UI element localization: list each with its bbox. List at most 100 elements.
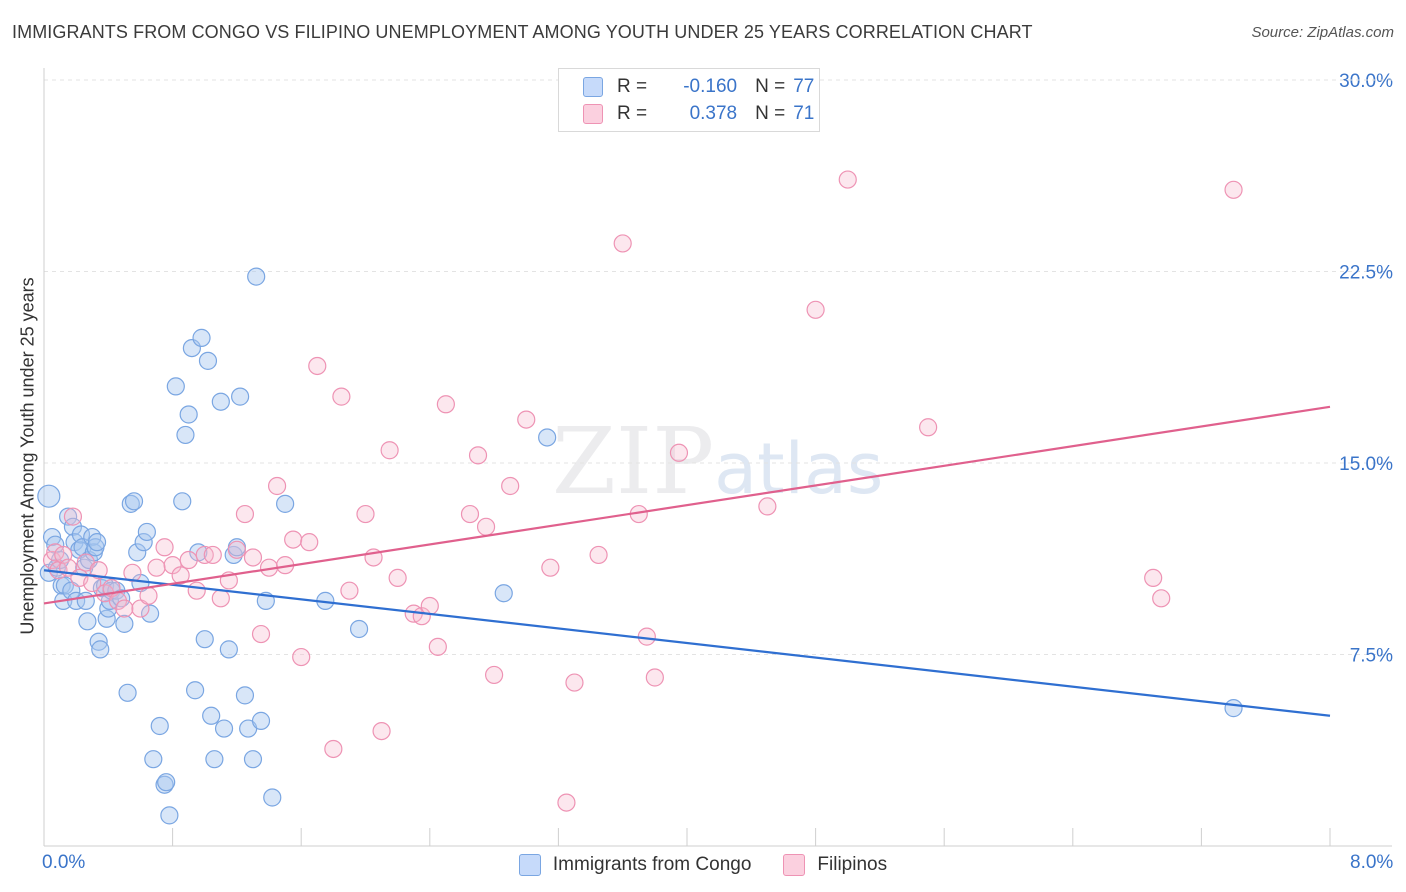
n-label: N = — [755, 103, 785, 125]
legend-item-congo[interactable]: Immigrants from Congo — [519, 854, 752, 876]
congo-point — [212, 393, 229, 410]
correlation-legend: R = -0.160 N = 77 R = 0.378 N = 71 — [558, 68, 820, 132]
congo-point — [151, 717, 168, 734]
filipino-point — [646, 669, 663, 686]
n-value: 77 — [793, 76, 814, 98]
congo-point — [236, 687, 253, 704]
filipino-point — [1145, 569, 1162, 586]
r-label: R = — [617, 76, 647, 98]
series-legend: Immigrants from Congo Filipinos — [0, 852, 1406, 878]
filipino-point — [293, 649, 310, 666]
filipino-point — [518, 411, 535, 428]
filipino-point — [421, 597, 438, 614]
scatter-chart: 7.5% 15.0% 22.5% 30.0% — [0, 0, 1406, 892]
congo-point — [248, 268, 265, 285]
congo-point — [138, 523, 155, 540]
filipino-point — [478, 518, 495, 535]
filipino-point — [502, 477, 519, 494]
congo-point — [196, 631, 213, 648]
filipino-point — [301, 534, 318, 551]
congo-point — [264, 789, 281, 806]
filipino-point — [807, 301, 824, 318]
congo-point — [167, 378, 184, 395]
congo-point — [126, 493, 143, 510]
legend-item-filipinos[interactable]: Filipinos — [783, 854, 887, 876]
filipino-point — [341, 582, 358, 599]
filipino-point — [236, 506, 253, 523]
filipino-point — [486, 666, 503, 683]
congo-point — [89, 534, 106, 551]
filipino-point — [357, 506, 374, 523]
congo-point — [174, 493, 191, 510]
filipino-point — [558, 794, 575, 811]
filipino-point — [180, 552, 197, 569]
filipino-point — [285, 531, 302, 548]
congo-point — [161, 807, 178, 824]
legend-swatch-blue — [519, 854, 541, 876]
filipino-trendline — [44, 407, 1330, 604]
filipino-point — [461, 506, 478, 523]
n-value: 71 — [793, 103, 814, 125]
congo-point — [1225, 700, 1242, 717]
filipino-point — [638, 628, 655, 645]
congo-point — [187, 682, 204, 699]
filipino-point — [204, 546, 221, 563]
filipino-point — [325, 740, 342, 757]
filipino-point — [253, 626, 270, 643]
filipino-point — [1225, 181, 1242, 198]
legend-row-filipinos: R = 0.378 N = 71 — [583, 100, 814, 128]
congo-point — [539, 429, 556, 446]
congo-point — [244, 751, 261, 768]
legend-swatch-blue — [583, 77, 603, 97]
congo-point — [38, 485, 60, 507]
filipino-point — [389, 569, 406, 586]
r-label: R = — [617, 103, 647, 125]
congo-point — [119, 684, 136, 701]
congo-point — [199, 352, 216, 369]
congo-point — [77, 592, 94, 609]
y-tick-label: 30.0% — [1339, 71, 1393, 92]
y-axis-label: Unemployment Among Youth under 25 years — [18, 277, 39, 634]
filipino-point — [116, 600, 133, 617]
filipino-point — [381, 442, 398, 459]
filipino-point — [373, 723, 390, 740]
filipino-point — [1153, 590, 1170, 607]
filipino-point — [309, 357, 326, 374]
filipino-point — [670, 444, 687, 461]
filipino-point — [244, 549, 261, 566]
congo-point — [79, 613, 96, 630]
filipino-point — [839, 171, 856, 188]
filipino-point — [188, 582, 205, 599]
filipino-point — [64, 508, 81, 525]
legend-swatch-pink — [583, 104, 603, 124]
legend-label-filipinos: Filipinos — [817, 854, 887, 876]
y-tick-label: 15.0% — [1339, 454, 1393, 475]
y-tick-label: 7.5% — [1350, 646, 1393, 667]
filipino-point — [470, 447, 487, 464]
filipino-point — [156, 539, 173, 556]
r-value: 0.378 — [655, 103, 737, 125]
legend-swatch-pink — [783, 854, 805, 876]
filipino-point — [542, 559, 559, 576]
congo-point — [116, 615, 133, 632]
legend-label-congo: Immigrants from Congo — [553, 854, 752, 876]
congo-point — [216, 720, 233, 737]
congo-point — [193, 329, 210, 346]
congo-point — [145, 751, 162, 768]
congo-point — [158, 774, 175, 791]
congo-point — [92, 641, 109, 658]
congo-point — [232, 388, 249, 405]
n-label: N = — [755, 76, 785, 98]
r-value: -0.160 — [655, 76, 737, 98]
congo-point — [203, 707, 220, 724]
filipino-point — [437, 396, 454, 413]
filipino-point — [920, 419, 937, 436]
legend-row-congo: R = -0.160 N = 77 — [583, 73, 814, 101]
congo-point — [277, 495, 294, 512]
filipino-point — [590, 546, 607, 563]
congo-point — [351, 620, 368, 637]
congo-point — [206, 751, 223, 768]
y-tick-label: 22.5% — [1339, 263, 1393, 284]
congo-point — [253, 712, 270, 729]
filipino-point — [566, 674, 583, 691]
